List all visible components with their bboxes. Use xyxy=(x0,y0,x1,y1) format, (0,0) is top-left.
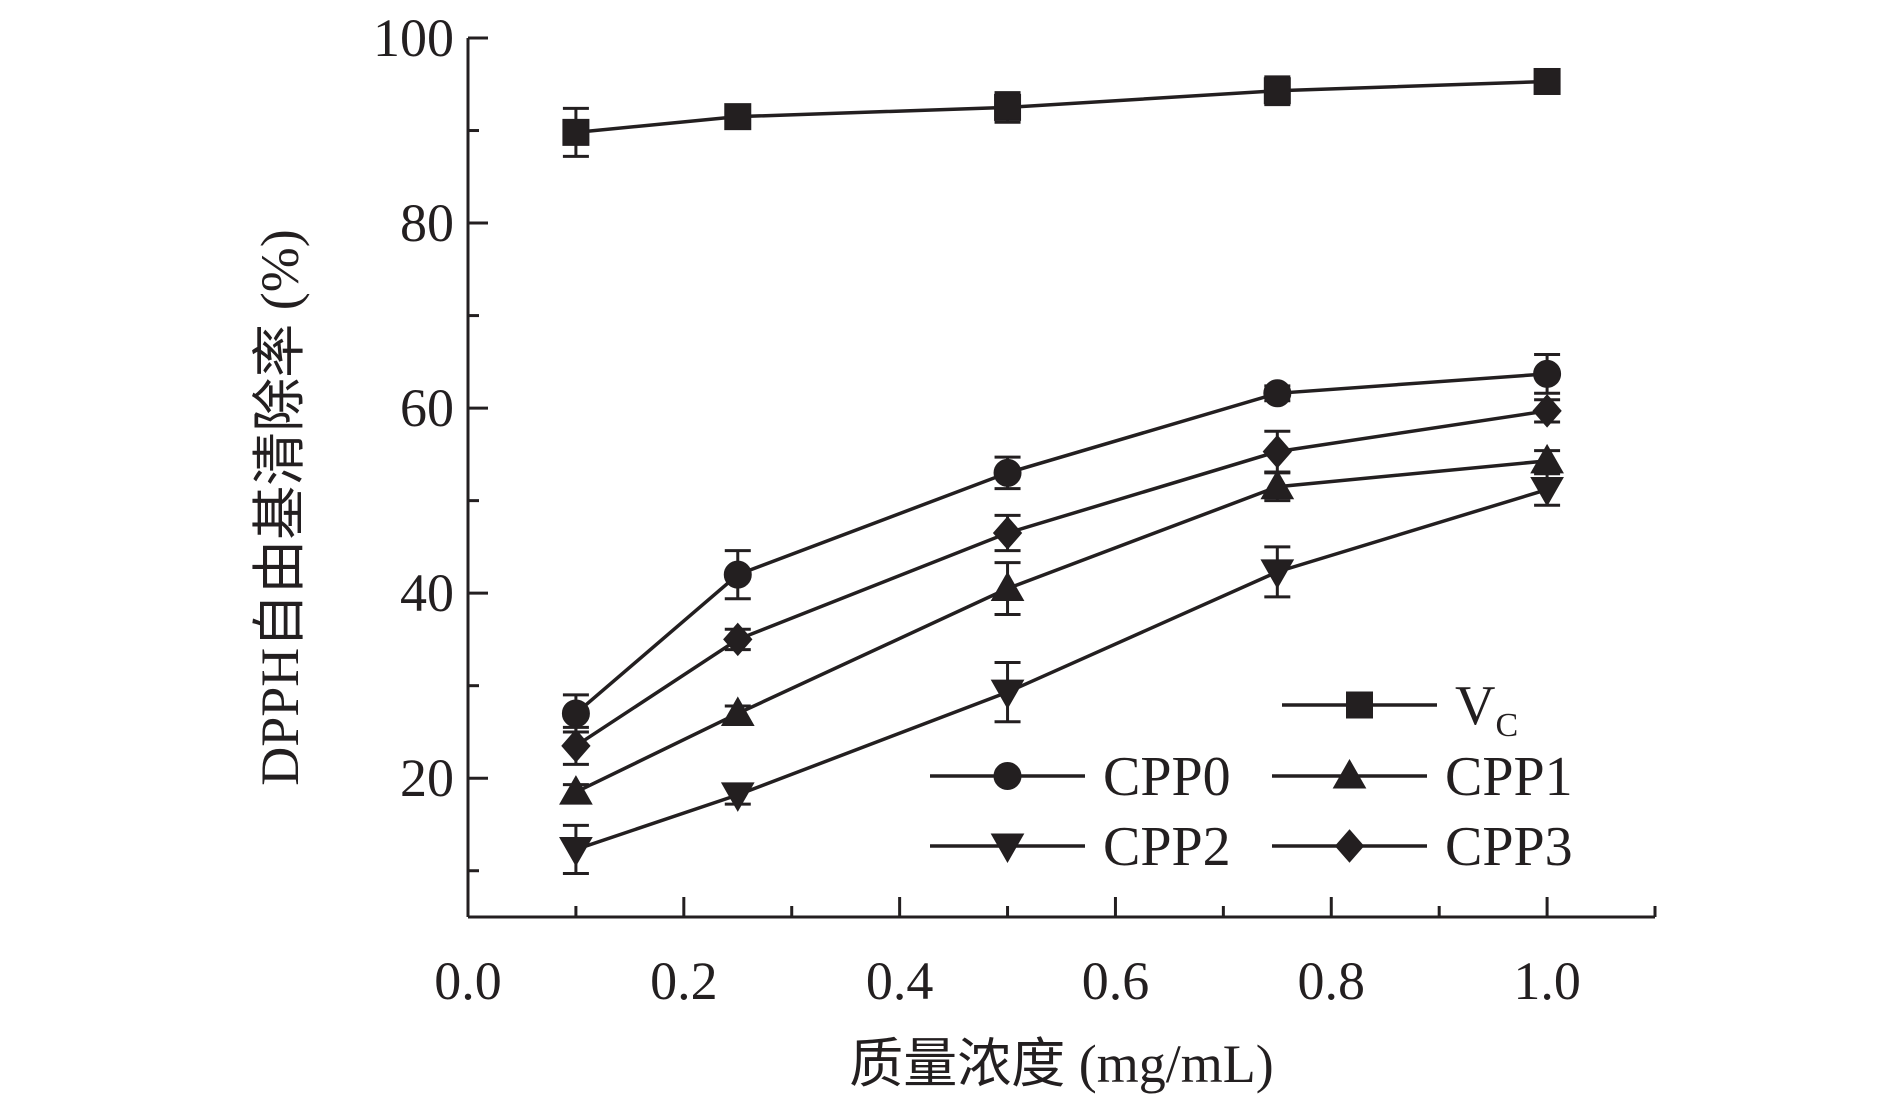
data-point xyxy=(1533,359,1562,388)
x-tick-label: 0.0 xyxy=(434,951,502,1011)
data-point xyxy=(990,571,1025,602)
series-line xyxy=(575,487,1548,852)
x-tick-label: 1.0 xyxy=(1513,951,1581,1011)
data-point xyxy=(993,458,1022,487)
axes: 0.0 0.2 0.4 0.6 0.8 1.0 20 40 60 80 100 质量浓度 (mg/mL… xyxy=(250,8,1657,1094)
x-tick-label: 0.6 xyxy=(1082,951,1150,1011)
legend-item-cpp3: CPP3 xyxy=(1272,816,1573,878)
y-tick-label: 100 xyxy=(373,8,454,68)
y-tick-label: 40 xyxy=(400,563,454,623)
data-point xyxy=(559,836,593,867)
legend-item-cpp2: CPP2 xyxy=(930,816,1231,878)
legend-item-cpp1: CPP1 xyxy=(1272,746,1573,808)
x-tick-label: 0.8 xyxy=(1298,951,1366,1011)
data-point xyxy=(1263,77,1291,105)
x-tick-label: 0.4 xyxy=(866,951,934,1011)
data-point xyxy=(720,782,755,812)
series-cpp3 xyxy=(561,394,1562,766)
data-point xyxy=(1262,434,1292,469)
legend-label: CPP0 xyxy=(1103,746,1231,808)
series-line xyxy=(575,459,1548,794)
legend-marker xyxy=(1346,691,1373,719)
y-axis-title: DPPH自由基清除率 (%) xyxy=(250,229,310,786)
legend-label: CPP1 xyxy=(1445,746,1573,808)
data-point xyxy=(994,93,1022,121)
series-line xyxy=(575,79,1548,135)
data-point xyxy=(723,622,753,657)
data-point xyxy=(1530,477,1564,507)
legend-label: VC xyxy=(1455,675,1518,744)
data-point xyxy=(723,560,752,589)
data-point xyxy=(724,103,752,131)
data-point xyxy=(561,729,591,763)
series-vc xyxy=(562,67,1561,158)
legend-marker xyxy=(990,833,1025,864)
series-line xyxy=(574,409,1548,748)
y-tick-label: 80 xyxy=(400,193,454,253)
y-tick-label: 60 xyxy=(400,378,454,438)
data-point xyxy=(562,118,590,146)
data-point xyxy=(1260,469,1295,500)
x-axis-title: 质量浓度 (mg/mL) xyxy=(849,1034,1273,1094)
data-point xyxy=(1532,394,1562,428)
data-point xyxy=(720,696,755,726)
legend-label: CPP3 xyxy=(1445,816,1573,878)
series-cpp1 xyxy=(559,443,1564,805)
data-point xyxy=(1530,443,1564,474)
series-cpp2 xyxy=(559,472,1564,876)
legend-item-cpp0: CPP0 xyxy=(930,746,1231,808)
data-point xyxy=(559,775,593,805)
series-cpp0 xyxy=(561,352,1562,734)
legend-subscript: C xyxy=(1495,707,1518,744)
legend-item-vc: VC xyxy=(1282,675,1518,744)
legend: VC CPP0 CPP1 CPP2 CPP3 xyxy=(930,675,1573,878)
series-layer xyxy=(559,67,1564,876)
data-point xyxy=(990,679,1025,710)
data-point xyxy=(561,699,590,728)
legend-label: CPP2 xyxy=(1103,816,1231,878)
legend-marker xyxy=(1332,758,1367,789)
data-point xyxy=(992,516,1023,550)
x-tick-label: 0.2 xyxy=(650,951,718,1011)
y-tick-label: 20 xyxy=(400,748,454,808)
data-point xyxy=(1260,559,1295,589)
series-line xyxy=(574,372,1548,715)
legend-marker xyxy=(1334,829,1365,863)
legend-marker xyxy=(993,762,1022,790)
data-point xyxy=(1533,67,1561,95)
data-point xyxy=(1263,379,1292,408)
